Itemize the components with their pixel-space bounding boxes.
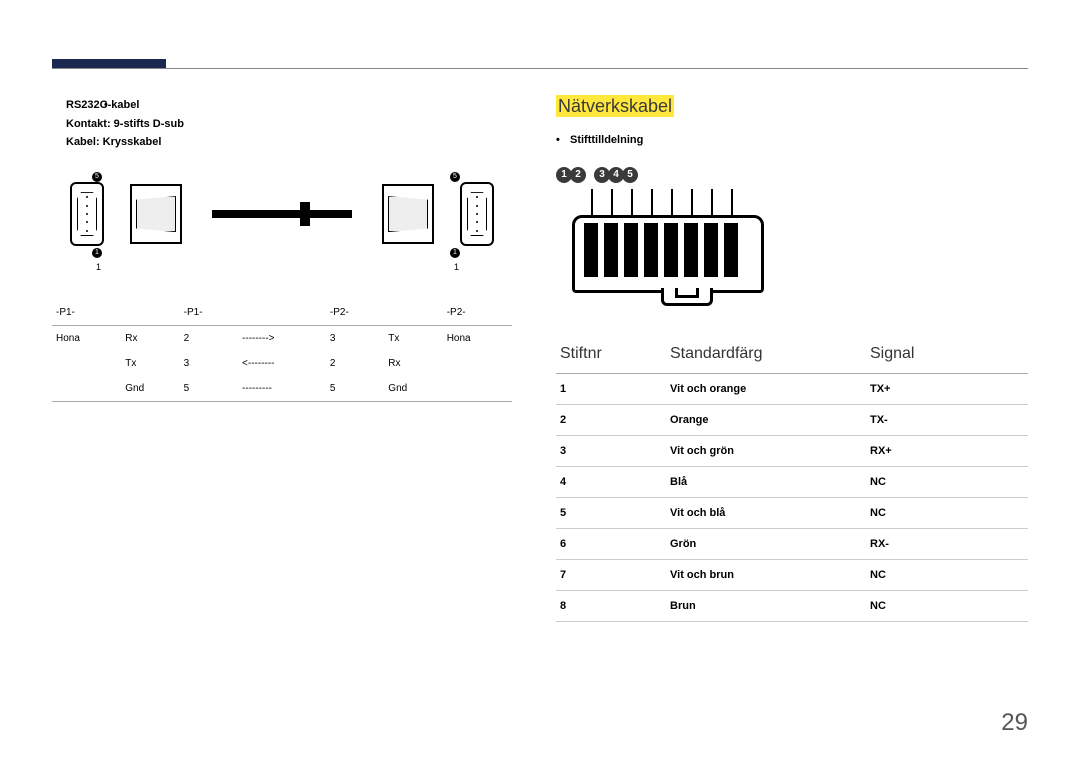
- header-accent-bar: [52, 59, 166, 68]
- network-pin-table: Stiftnr Standardfärg Signal 1Vit och ora…: [556, 335, 1028, 622]
- rj45-diagram: [556, 189, 816, 309]
- table-row: 8BrunNC: [556, 590, 1028, 621]
- pin-number-badges: 12345: [556, 164, 1028, 183]
- table-row: 2OrangeTX-: [556, 404, 1028, 435]
- pin-label-5-right: 5: [450, 172, 460, 182]
- table-row: Gnd5---------5Gnd: [52, 376, 512, 402]
- header-rule: [52, 68, 1028, 69]
- rs232-pin-table: -P1- -P1- -P2- -P2- HonaRx2-------->3TxH…: [52, 300, 512, 402]
- connector-box-right: [382, 184, 434, 244]
- db9-connector-right: [460, 182, 494, 246]
- highlighted-title: Nätverkskabel: [556, 95, 674, 117]
- page-number: 29: [1001, 709, 1028, 737]
- table-row: HonaRx2-------->3TxHona: [52, 326, 512, 352]
- db9-connector-left: [70, 182, 104, 246]
- table-row: Tx3<--------2Rx: [52, 351, 512, 376]
- pin-label-1-left: 1: [92, 248, 102, 258]
- rs-h-p2b: -P2-: [443, 300, 512, 326]
- table-row: 4BlåNC: [556, 466, 1028, 497]
- pin-assignment-bullet: • Stifttilldelning: [556, 131, 1028, 150]
- rs-h-p2a: -P2-: [326, 300, 384, 326]
- net-h-color: Standardfärg: [666, 335, 866, 374]
- rs232-cable-diagram: 5 1 1 5 1 1: [52, 170, 512, 280]
- tiny-1-right: 1: [454, 262, 459, 272]
- left-column: RS232C-kabel Kontakt: 9-stifts D-sub Kab…: [52, 96, 512, 402]
- right-column: Nätverkskabel • Stifttilldelning 12345 S…: [556, 96, 1028, 622]
- net-h-pin: Stiftnr: [556, 335, 666, 374]
- rs232-bullet-line1: RS232C-kabel: [52, 96, 512, 115]
- connector-box-left: [130, 184, 182, 244]
- table-row: 3Vit och grönRX+: [556, 435, 1028, 466]
- pin-label-5-left: 5: [92, 172, 102, 182]
- table-row: 1Vit och orangeTX+: [556, 373, 1028, 404]
- pin-badge: 5: [622, 167, 638, 183]
- pin-badge: 2: [570, 167, 586, 183]
- rs-h-p1b: -P1-: [180, 300, 238, 326]
- rs232-bullet-line3: Kabel: Krysskabel: [52, 133, 512, 152]
- cable-line: [212, 210, 352, 218]
- cable-ferrite: [300, 202, 310, 226]
- net-h-signal: Signal: [866, 335, 1028, 374]
- pin-label-1-right: 1: [450, 248, 460, 258]
- rs232-bullet-line2: Kontakt: 9-stifts D-sub: [52, 115, 512, 134]
- section-title-network-cable: Nätverkskabel: [556, 96, 1028, 117]
- tiny-1-left: 1: [96, 262, 101, 272]
- table-row: 6GrönRX-: [556, 528, 1028, 559]
- table-row: 7Vit och brunNC: [556, 559, 1028, 590]
- rj45-pins: [584, 223, 738, 277]
- table-row: 5Vit och blåNC: [556, 497, 1028, 528]
- rs-h-p1a: -P1-: [52, 300, 121, 326]
